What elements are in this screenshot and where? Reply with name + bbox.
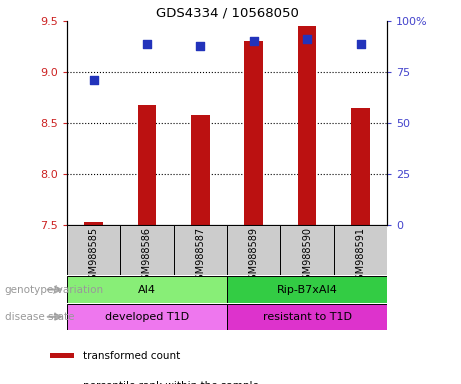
Text: GSM988587: GSM988587 xyxy=(195,227,205,286)
Text: transformed count: transformed count xyxy=(83,351,180,361)
Bar xyxy=(174,225,227,275)
Bar xyxy=(120,225,174,275)
Text: Rip-B7xAI4: Rip-B7xAI4 xyxy=(277,285,337,295)
Bar xyxy=(67,225,120,275)
Bar xyxy=(50,353,75,358)
Text: developed T1D: developed T1D xyxy=(105,312,189,322)
Bar xyxy=(351,108,370,225)
Bar xyxy=(280,225,334,275)
Bar xyxy=(67,276,227,303)
Bar xyxy=(227,276,387,303)
Bar xyxy=(191,115,210,225)
Text: percentile rank within the sample: percentile rank within the sample xyxy=(83,381,259,384)
Point xyxy=(197,43,204,49)
Text: GSM988589: GSM988589 xyxy=(249,227,259,286)
Bar xyxy=(298,26,317,225)
Point xyxy=(303,36,311,43)
Point xyxy=(357,40,364,46)
Bar xyxy=(227,304,387,330)
Text: genotype/variation: genotype/variation xyxy=(5,285,104,295)
Text: GSM988586: GSM988586 xyxy=(142,227,152,286)
Point xyxy=(250,38,257,45)
Text: GSM988590: GSM988590 xyxy=(302,227,312,286)
Bar xyxy=(227,225,280,275)
Point xyxy=(143,40,151,46)
Text: resistant to T1D: resistant to T1D xyxy=(263,312,352,322)
Text: disease state: disease state xyxy=(5,312,74,322)
Text: GSM988585: GSM988585 xyxy=(89,227,99,286)
Bar xyxy=(67,304,227,330)
Bar xyxy=(84,222,103,225)
Text: AI4: AI4 xyxy=(138,285,156,295)
Title: GDS4334 / 10568050: GDS4334 / 10568050 xyxy=(156,7,298,20)
Bar xyxy=(244,41,263,225)
Bar xyxy=(334,225,387,275)
Bar xyxy=(137,104,156,225)
Point xyxy=(90,77,97,83)
Text: GSM988591: GSM988591 xyxy=(355,227,366,286)
